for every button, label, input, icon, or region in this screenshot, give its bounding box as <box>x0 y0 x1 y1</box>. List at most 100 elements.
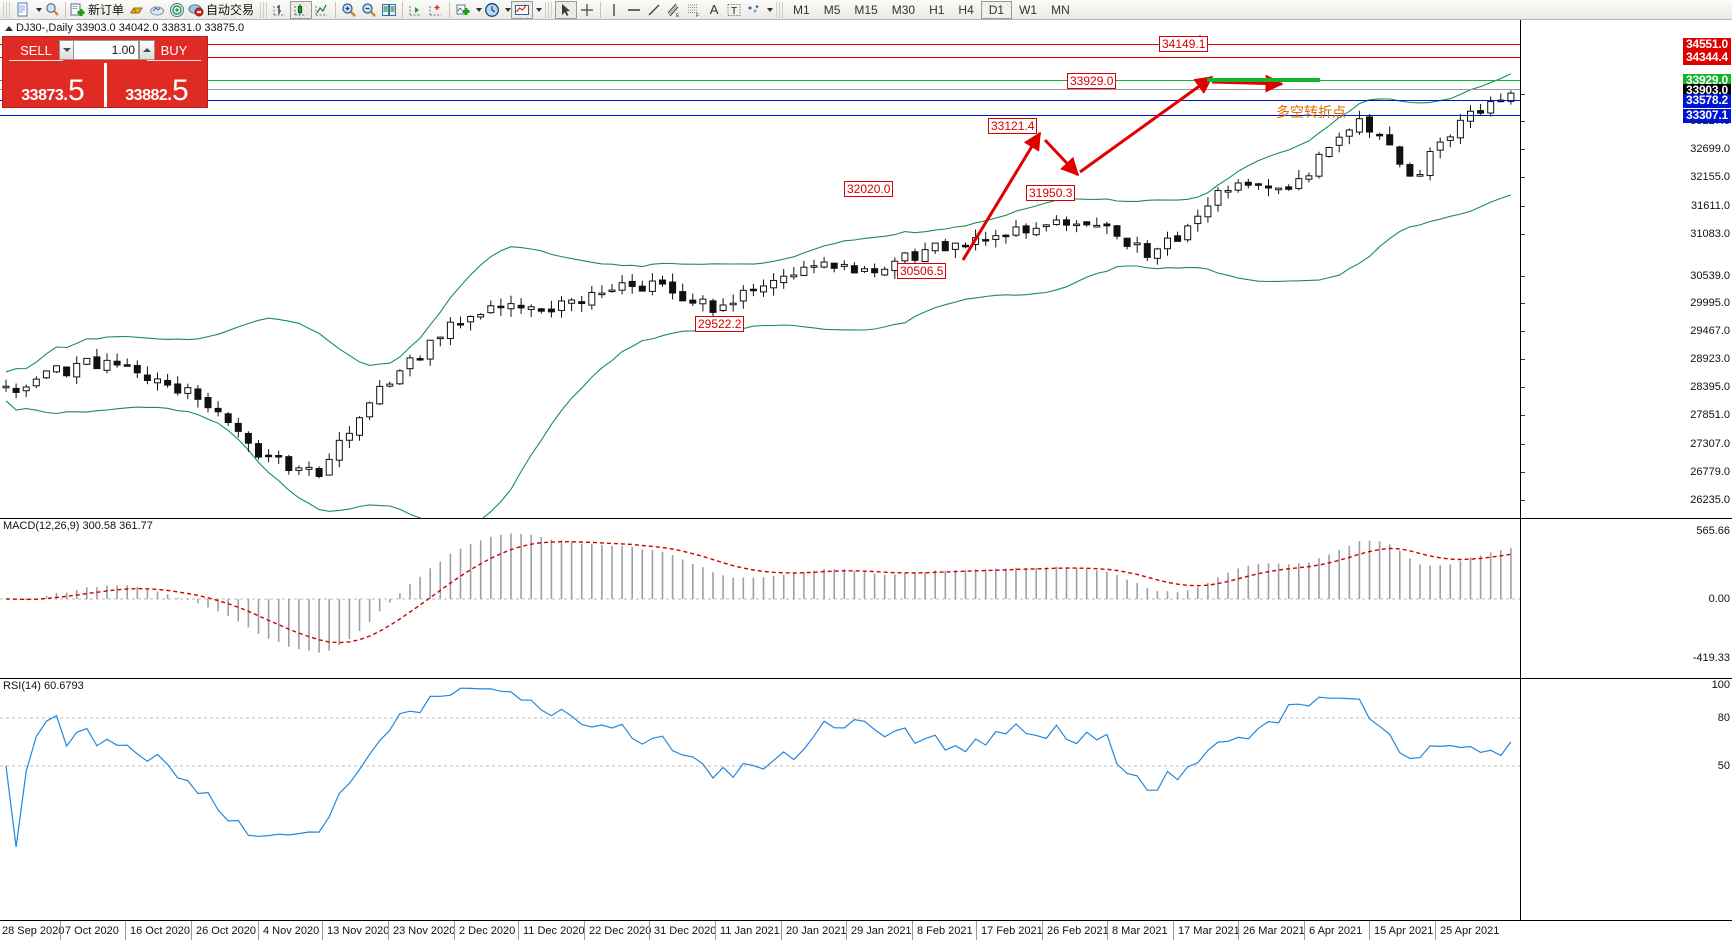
template-icon[interactable] <box>511 0 534 19</box>
rsi-pane[interactable]: RSI(14) 60.6793 100 80 50 <box>0 678 1732 920</box>
line-chart-icon[interactable] <box>312 1 332 19</box>
anno-turn-point[interactable]: 多空转折点 <box>1276 104 1346 120</box>
chart-container[interactable]: DJ30-,Daily 33903.0 34042.0 33831.0 3387… <box>0 20 1732 940</box>
level-line-33578 <box>0 100 1520 101</box>
time-tick <box>1304 921 1305 940</box>
sell-price-dot: . <box>63 85 69 104</box>
cursor-icon[interactable] <box>555 0 578 19</box>
time-axis[interactable]: 28 Sep 2020 7 Oct 2020 16 Oct 2020 26 Oct 2… <box>0 920 1732 940</box>
tab-timeframe-h4[interactable]: H4 <box>958 2 974 17</box>
template-dropdown-icon[interactable] <box>536 7 543 12</box>
sell-price-last: 5 <box>68 74 85 107</box>
text-label-icon[interactable]: T <box>724 1 744 19</box>
buy-price[interactable]: 33882 . 5 <box>108 63 206 107</box>
zoom-out-icon[interactable] <box>359 1 379 19</box>
tab-timeframe-mn[interactable]: MN <box>1051 2 1070 17</box>
macd-plot[interactable]: MACD(12,26,9) 300.58 361.77 <box>0 519 1520 678</box>
toolbar-grip-4[interactable] <box>776 1 784 18</box>
candlestick-chart-icon[interactable] <box>290 0 313 19</box>
price-pane[interactable]: DJ30-,Daily 33903.0 34042.0 33831.0 3387… <box>0 20 1732 534</box>
rsi-tick: 50 <box>1717 760 1730 772</box>
status-badge-33578[interactable]: 33578.2 <box>1683 94 1731 108</box>
tab-timeframe-m1[interactable]: M1 <box>793 2 810 17</box>
candlestick-series <box>2 73 1515 518</box>
macd-pane[interactable]: MACD(12,26,9) 300.58 361.77 565.66 0.00 … <box>0 518 1732 678</box>
new-order-label: 新订单 <box>88 3 125 17</box>
svg-text:E: E <box>676 13 680 18</box>
price-axis[interactable]: 33771.0 33227.0 32699.0 32155.0 31611.0 … <box>1520 20 1732 534</box>
tab-timeframe-m30[interactable]: M30 <box>891 2 916 17</box>
buy-button[interactable]: BUY <box>160 42 188 58</box>
rsi-plot[interactable]: RSI(14) 60.6793 <box>0 679 1520 920</box>
time-tick <box>518 921 519 940</box>
price-tick: 26779.0 <box>1690 466 1730 478</box>
equidistant-channel-icon[interactable]: E <box>664 1 684 19</box>
vertical-line-icon[interactable] <box>604 1 624 19</box>
anno-33121[interactable]: 33121.4 <box>988 118 1038 134</box>
indicator-dropdown-icon[interactable] <box>476 7 483 12</box>
objects-icon[interactable] <box>744 1 764 19</box>
time-label: 17 Feb 2021 <box>981 925 1043 937</box>
tab-timeframe-m5[interactable]: M5 <box>823 2 841 17</box>
gold-bar-icon[interactable] <box>127 1 147 19</box>
time-tick <box>781 921 782 940</box>
volume-increase-button[interactable] <box>139 40 155 60</box>
rsi-axis[interactable]: 100 80 50 <box>1520 679 1732 920</box>
chart-shift-icon[interactable] <box>426 1 446 19</box>
status-badge-33307[interactable]: 33307.1 <box>1683 109 1731 123</box>
status-badge-34344[interactable]: 34344.4 <box>1683 51 1731 65</box>
fibonacci-icon[interactable]: F <box>684 1 704 19</box>
tab-timeframe-w1[interactable]: W1 <box>1019 2 1038 17</box>
volume-input[interactable]: 1.00 <box>73 40 139 60</box>
level-line-33307 <box>0 115 1520 116</box>
toolbar-grip[interactable] <box>3 1 10 18</box>
zoom-in-icon[interactable] <box>339 1 359 19</box>
text-a-icon[interactable]: A <box>709 2 719 17</box>
chart-collapse-icon[interactable] <box>5 26 13 31</box>
sell-price[interactable]: 33873 . 5 <box>4 63 102 107</box>
trendline-icon[interactable] <box>644 1 664 19</box>
anno-29522[interactable]: 29522.2 <box>695 316 745 332</box>
sell-button[interactable]: SELL <box>20 42 52 58</box>
toolbar-grip-3[interactable] <box>545 1 553 18</box>
anno-34149[interactable]: 34149.1 <box>1159 36 1209 52</box>
time-tick <box>454 921 455 940</box>
tab-timeframe-m15[interactable]: M15 <box>854 2 878 17</box>
time-tick <box>1042 921 1043 940</box>
price-tick: 30539.0 <box>1690 270 1730 282</box>
objects-dropdown-icon[interactable] <box>767 7 774 12</box>
cloud-icon[interactable] <box>147 1 167 19</box>
status-badge-34551[interactable]: 34551.0 <box>1683 38 1731 52</box>
time-tick <box>388 921 389 940</box>
anno-30506[interactable]: 30506.5 <box>897 263 947 279</box>
crosshair-icon[interactable] <box>577 1 597 19</box>
one-click-trade-panel[interactable]: SELL 1.00 BUY 33873 <box>2 36 208 108</box>
bar-chart-icon[interactable] <box>270 1 290 19</box>
clock-icon[interactable] <box>482 1 502 19</box>
data-window-icon[interactable] <box>42 1 62 19</box>
new-document-dropdown-icon[interactable] <box>36 7 42 12</box>
tile-windows-icon[interactable] <box>379 1 399 19</box>
indicator-add-icon[interactable] <box>453 1 473 19</box>
radar-icon[interactable] <box>167 1 187 19</box>
price-plot[interactable]: DJ30-,Daily 33903.0 34042.0 33831.0 3387… <box>0 20 1520 518</box>
anno-31950[interactable]: 31950.3 <box>1026 185 1076 201</box>
autotrading-button[interactable]: 自动交易 <box>187 1 257 19</box>
time-label: 17 Mar 2021 <box>1178 925 1240 937</box>
macd-label: MACD(12,26,9) 300.58 361.77 <box>3 520 153 532</box>
time-label: 11 Jan 2021 <box>720 925 780 937</box>
horizontal-line-icon[interactable] <box>624 1 644 19</box>
macd-axis[interactable]: 565.66 0.00 -419.33 <box>1520 519 1732 678</box>
tab-timeframe-h1[interactable]: H1 <box>929 2 945 17</box>
anno-33929[interactable]: 33929.0 <box>1067 73 1117 89</box>
toolbar-grip-2[interactable] <box>260 1 268 18</box>
trend-arrow-overlay <box>961 35 1320 261</box>
new-order-button[interactable]: 新订单 <box>69 1 127 19</box>
anno-32020[interactable]: 32020.0 <box>844 181 894 197</box>
tab-timeframe-d1[interactable]: D1 <box>980 0 1013 19</box>
level-line-33929 <box>0 80 1520 81</box>
auto-scroll-icon[interactable] <box>406 1 426 19</box>
chart-title: DJ30-,Daily 33903.0 34042.0 33831.0 3387… <box>16 22 245 34</box>
periods-dropdown-icon[interactable] <box>505 7 512 12</box>
new-document-icon[interactable] <box>13 1 33 19</box>
